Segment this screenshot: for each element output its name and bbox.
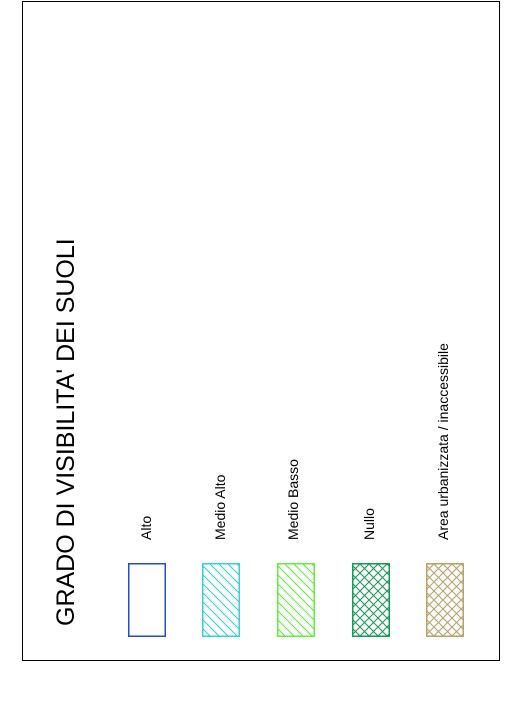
legend-swatch-area-urbanizzata (426, 563, 464, 637)
swatch-border (352, 563, 390, 637)
hatch-lines (278, 564, 314, 636)
legend-swatch-medio-alto (202, 563, 240, 637)
hatch-lines (427, 564, 463, 636)
legend-title: GRADO DI VISIBILITA' DEI SUOLI (52, 238, 80, 626)
hatch-lines (353, 564, 389, 636)
swatch-border (426, 563, 464, 637)
legend-swatch-alto (128, 563, 166, 637)
swatch-border (277, 563, 315, 637)
legend-label-medio-alto: Medio Alto (212, 474, 228, 540)
legend-label-alto: Alto (138, 515, 154, 540)
legend-swatch-nullo (352, 563, 390, 637)
legend-label-nullo: Nullo (361, 508, 377, 540)
hatch-lines (203, 564, 239, 636)
legend-frame (22, 1, 500, 661)
swatch-border (202, 563, 240, 637)
legend-label-medio-basso: Medio Basso (285, 459, 301, 540)
swatch-border (128, 563, 166, 637)
legend-label-area-urbanizzata: Area urbanizzata / inaccessibile (435, 343, 451, 540)
legend-swatch-medio-basso (277, 563, 315, 637)
